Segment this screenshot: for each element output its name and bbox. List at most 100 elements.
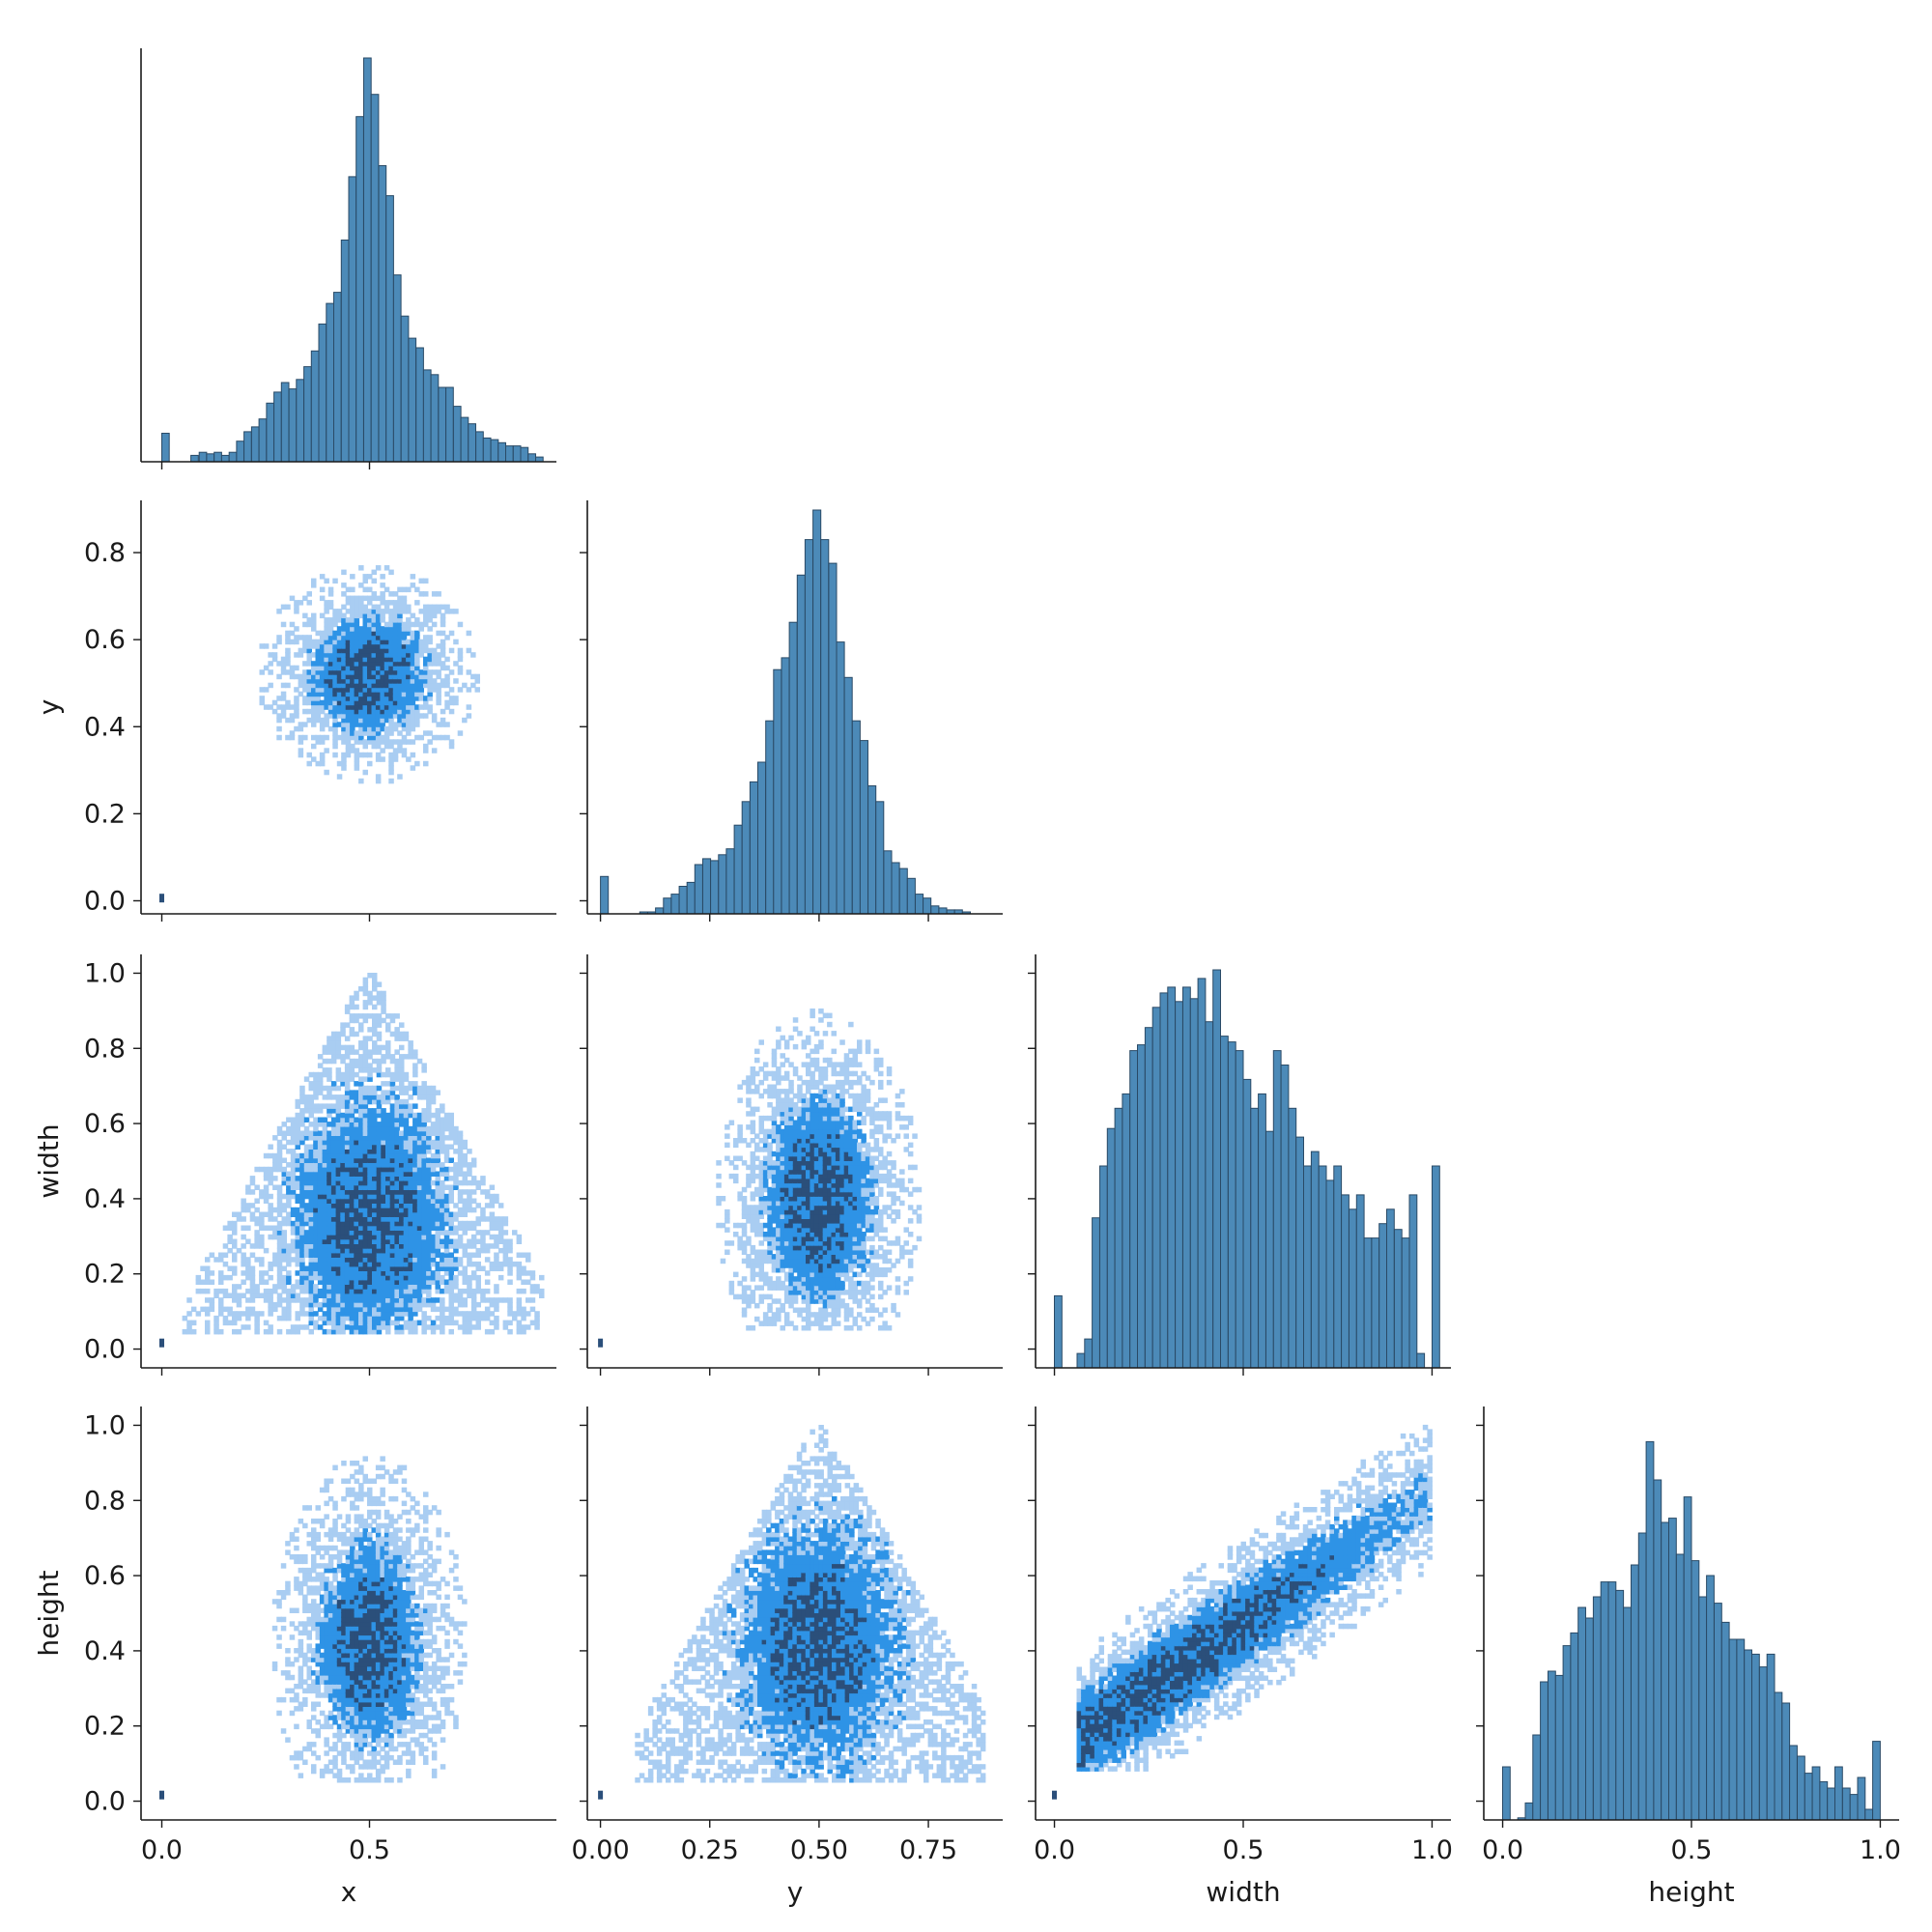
heat-cell bbox=[389, 1179, 396, 1186]
heat-cell bbox=[443, 1284, 450, 1290]
heat-cell bbox=[308, 1261, 314, 1267]
heat-cell bbox=[783, 1312, 790, 1318]
heat-cell bbox=[335, 1216, 342, 1222]
heat-cell bbox=[457, 652, 464, 658]
heat-cell bbox=[403, 1112, 410, 1119]
heat-cell bbox=[367, 1149, 373, 1154]
heat-cell bbox=[827, 1021, 833, 1028]
heat-cell bbox=[295, 1311, 300, 1317]
heat-cell bbox=[394, 1036, 400, 1041]
heat-cell bbox=[311, 678, 317, 684]
heat-cell bbox=[767, 1102, 773, 1108]
heat-cell bbox=[780, 1325, 785, 1331]
heat-cell bbox=[358, 669, 364, 675]
heat-cell bbox=[423, 704, 429, 710]
heat-cell bbox=[457, 1234, 464, 1240]
heat-cell bbox=[308, 1108, 314, 1114]
heat-cell bbox=[263, 643, 270, 649]
heat-cell bbox=[801, 1222, 808, 1229]
heat-cell bbox=[341, 639, 347, 645]
heat-cell bbox=[783, 1186, 790, 1193]
heat-cell bbox=[516, 1297, 523, 1303]
heat-cell bbox=[806, 1039, 811, 1045]
heat-cell bbox=[746, 1164, 752, 1171]
heat-cell bbox=[767, 1285, 773, 1291]
y-tick-label: 0.4 bbox=[84, 1184, 126, 1214]
heat-cell bbox=[289, 669, 296, 675]
heat-cell bbox=[788, 1164, 794, 1171]
heat-cell bbox=[372, 1328, 378, 1335]
heat-cell bbox=[741, 1205, 748, 1210]
heat-cell bbox=[345, 713, 352, 719]
heat-cell bbox=[341, 635, 347, 640]
heat-cell bbox=[776, 1111, 781, 1117]
heat-cell bbox=[818, 1128, 824, 1135]
heat-cell bbox=[330, 1261, 337, 1267]
hist-bar bbox=[757, 761, 767, 915]
heat-cell bbox=[771, 1200, 778, 1207]
heat-cell bbox=[408, 1139, 413, 1146]
heat-cell bbox=[462, 1279, 468, 1285]
heat-cell bbox=[818, 1191, 824, 1197]
heat-cell bbox=[408, 1238, 413, 1244]
heat-cell bbox=[372, 1203, 378, 1208]
heat-cell bbox=[810, 1048, 815, 1055]
heat-cell bbox=[797, 1196, 803, 1202]
heat-cell bbox=[295, 1211, 300, 1217]
heat-cell bbox=[313, 1247, 319, 1254]
heat-cell bbox=[388, 661, 394, 667]
heat-cell bbox=[376, 1157, 383, 1163]
heat-cell bbox=[771, 1169, 778, 1175]
heat-cell bbox=[443, 1315, 450, 1321]
heat-cell bbox=[776, 1307, 781, 1313]
heat-cell bbox=[762, 1182, 769, 1188]
heat-cell bbox=[388, 600, 394, 606]
heat-cell bbox=[317, 1257, 324, 1263]
heat-cell bbox=[783, 1124, 790, 1130]
heat-cell bbox=[831, 1312, 837, 1318]
heat-cell bbox=[797, 1031, 803, 1037]
heat-cell bbox=[806, 1222, 811, 1229]
heat-cell bbox=[362, 1013, 369, 1019]
heat-cell bbox=[436, 696, 441, 701]
heat-cell bbox=[716, 1200, 722, 1207]
heat-cell bbox=[280, 669, 287, 675]
heat-cell bbox=[354, 1265, 359, 1271]
heat-cell bbox=[762, 1164, 769, 1171]
heat-cell bbox=[806, 1106, 811, 1113]
heat-cell bbox=[467, 1261, 472, 1267]
heat-cell bbox=[426, 1171, 432, 1177]
heat-cell bbox=[822, 1155, 829, 1161]
heat-cell bbox=[401, 661, 408, 667]
heat-cell bbox=[330, 1125, 337, 1132]
heat-cell bbox=[776, 1124, 781, 1130]
heat-cell bbox=[521, 1252, 526, 1258]
heat-cell bbox=[313, 1171, 319, 1177]
heat-cell bbox=[384, 691, 390, 697]
heat-cell bbox=[295, 1297, 300, 1303]
heat-cell bbox=[408, 1130, 413, 1136]
heat-cell bbox=[430, 1324, 437, 1330]
heat-cell bbox=[345, 652, 352, 658]
heat-cell bbox=[259, 699, 265, 706]
heat-cell bbox=[403, 1090, 410, 1095]
heat-cell bbox=[767, 1133, 773, 1139]
heat-cell bbox=[818, 1232, 824, 1237]
heat-cell bbox=[408, 1324, 413, 1330]
heat-cell bbox=[462, 1162, 468, 1168]
heat-cell bbox=[341, 691, 347, 697]
heat-cell bbox=[384, 739, 390, 745]
heat-cell bbox=[227, 1311, 233, 1317]
heat-cell bbox=[416, 1293, 423, 1298]
y-tick-label: 0.6 bbox=[84, 1109, 126, 1139]
heat-cell bbox=[818, 1155, 824, 1161]
heat-cell bbox=[750, 1290, 756, 1295]
heat-cell bbox=[308, 1265, 314, 1271]
heat-cell bbox=[372, 1017, 378, 1024]
heat-cell bbox=[792, 1017, 799, 1023]
heat-cell bbox=[810, 1200, 815, 1207]
heat-cell bbox=[401, 669, 408, 675]
heat-cell bbox=[385, 1189, 391, 1195]
heat-cell bbox=[754, 1089, 760, 1094]
heat-cell bbox=[388, 730, 394, 736]
